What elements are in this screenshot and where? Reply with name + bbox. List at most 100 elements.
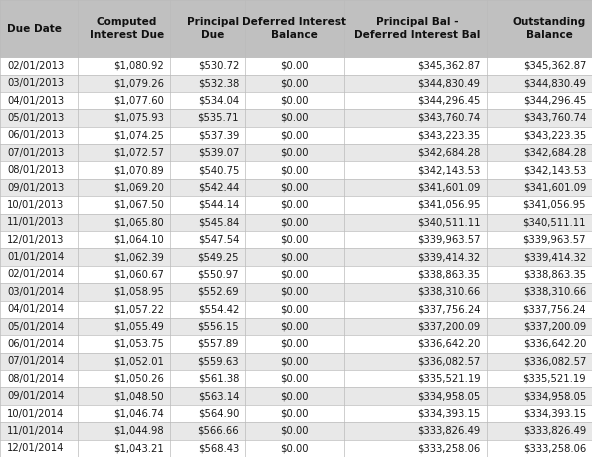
Text: Outstanding
Balance: Outstanding Balance	[513, 17, 586, 40]
Text: $334,393.15: $334,393.15	[417, 409, 481, 419]
Text: $561.38: $561.38	[198, 374, 239, 384]
Text: $343,223.35: $343,223.35	[523, 130, 586, 140]
Bar	[0, 127, 592, 144]
Text: $563.14: $563.14	[198, 391, 239, 401]
Text: $0.00: $0.00	[280, 165, 308, 175]
Text: $341,601.09: $341,601.09	[523, 182, 586, 192]
Text: $0.00: $0.00	[280, 148, 308, 158]
Text: $0.00: $0.00	[280, 304, 308, 314]
Text: $0.00: $0.00	[280, 96, 308, 106]
Text: $335,521.19: $335,521.19	[523, 374, 586, 384]
Text: $1,074.25: $1,074.25	[113, 130, 164, 140]
Text: $339,414.32: $339,414.32	[417, 252, 481, 262]
Text: $337,756.24: $337,756.24	[417, 304, 481, 314]
Text: 02/01/2013: 02/01/2013	[7, 61, 65, 71]
Bar	[0, 231, 592, 248]
Text: $1,046.74: $1,046.74	[114, 409, 164, 419]
Text: $1,060.67: $1,060.67	[113, 270, 164, 279]
Text: $0.00: $0.00	[280, 443, 308, 453]
Text: $336,642.20: $336,642.20	[417, 339, 481, 349]
Bar	[0, 74, 592, 92]
Text: $1,079.26: $1,079.26	[113, 78, 164, 88]
Bar	[78, 0, 170, 57]
Bar	[170, 0, 245, 57]
Bar	[0, 405, 592, 422]
Text: 09/01/2013: 09/01/2013	[7, 182, 65, 192]
Text: $339,414.32: $339,414.32	[523, 252, 586, 262]
Bar	[0, 388, 592, 405]
Text: $341,056.95: $341,056.95	[523, 200, 586, 210]
Text: $1,048.50: $1,048.50	[114, 391, 164, 401]
Text: $544.14: $544.14	[198, 200, 239, 210]
Text: $0.00: $0.00	[280, 78, 308, 88]
Text: $532.38: $532.38	[198, 78, 239, 88]
Text: $537.39: $537.39	[198, 130, 239, 140]
Bar	[0, 422, 592, 440]
Text: $338,310.66: $338,310.66	[523, 287, 586, 297]
Text: $339,963.57: $339,963.57	[417, 235, 481, 244]
Text: $568.43: $568.43	[198, 443, 239, 453]
Text: $547.54: $547.54	[198, 235, 239, 244]
Text: 03/01/2013: 03/01/2013	[7, 78, 64, 88]
Text: $344,296.45: $344,296.45	[523, 96, 586, 106]
Bar	[245, 0, 343, 57]
Text: 10/01/2013: 10/01/2013	[7, 200, 65, 210]
Text: $530.72: $530.72	[198, 61, 239, 71]
Text: 04/01/2014: 04/01/2014	[7, 304, 64, 314]
Text: $1,050.26: $1,050.26	[113, 374, 164, 384]
Text: 08/01/2013: 08/01/2013	[7, 165, 64, 175]
Text: 03/01/2014: 03/01/2014	[7, 287, 64, 297]
Text: $1,077.60: $1,077.60	[113, 96, 164, 106]
Text: 07/01/2013: 07/01/2013	[7, 148, 65, 158]
Text: $345,362.87: $345,362.87	[523, 61, 586, 71]
Bar	[0, 370, 592, 388]
Text: $341,601.09: $341,601.09	[417, 182, 481, 192]
Text: $342,684.28: $342,684.28	[523, 148, 586, 158]
Text: $535.71: $535.71	[198, 113, 239, 123]
Bar	[0, 109, 592, 127]
Text: $539.07: $539.07	[198, 148, 239, 158]
Text: 11/01/2014: 11/01/2014	[7, 426, 65, 436]
Text: $337,200.09: $337,200.09	[523, 322, 586, 332]
Text: 07/01/2014: 07/01/2014	[7, 356, 65, 367]
Bar	[0, 0, 78, 57]
Text: $341,056.95: $341,056.95	[417, 200, 481, 210]
Text: $1,075.93: $1,075.93	[113, 113, 164, 123]
Text: Principal
Due: Principal Due	[187, 17, 239, 40]
Text: $337,200.09: $337,200.09	[417, 322, 481, 332]
Bar	[487, 0, 592, 57]
Text: $342,684.28: $342,684.28	[417, 148, 481, 158]
Text: $345,362.87: $345,362.87	[417, 61, 481, 71]
Text: 05/01/2014: 05/01/2014	[7, 322, 65, 332]
Text: $333,258.06: $333,258.06	[523, 443, 586, 453]
Bar	[343, 0, 487, 57]
Bar	[0, 196, 592, 213]
Text: 08/01/2014: 08/01/2014	[7, 374, 64, 384]
Bar	[0, 179, 592, 196]
Text: Deferred Interest
Balance: Deferred Interest Balance	[242, 17, 346, 40]
Bar	[0, 440, 592, 457]
Bar	[0, 301, 592, 318]
Text: $550.97: $550.97	[198, 270, 239, 279]
Text: $338,863.35: $338,863.35	[417, 270, 481, 279]
Text: $335,521.19: $335,521.19	[417, 374, 481, 384]
Text: $542.44: $542.44	[198, 182, 239, 192]
Text: $559.63: $559.63	[198, 356, 239, 367]
Text: $554.42: $554.42	[198, 304, 239, 314]
Text: $1,065.80: $1,065.80	[114, 217, 164, 227]
Text: 12/01/2014: 12/01/2014	[7, 443, 65, 453]
Text: $333,826.49: $333,826.49	[523, 426, 586, 436]
Text: $0.00: $0.00	[280, 113, 308, 123]
Text: $1,053.75: $1,053.75	[113, 339, 164, 349]
Text: $545.84: $545.84	[198, 217, 239, 227]
Bar	[0, 161, 592, 179]
Text: $0.00: $0.00	[280, 235, 308, 244]
Bar	[0, 283, 592, 301]
Text: $556.15: $556.15	[197, 322, 239, 332]
Text: $336,082.57: $336,082.57	[417, 356, 481, 367]
Text: $334,958.05: $334,958.05	[523, 391, 586, 401]
Bar	[0, 144, 592, 161]
Text: $1,043.21: $1,043.21	[114, 443, 164, 453]
Text: $337,756.24: $337,756.24	[523, 304, 586, 314]
Text: $0.00: $0.00	[280, 287, 308, 297]
